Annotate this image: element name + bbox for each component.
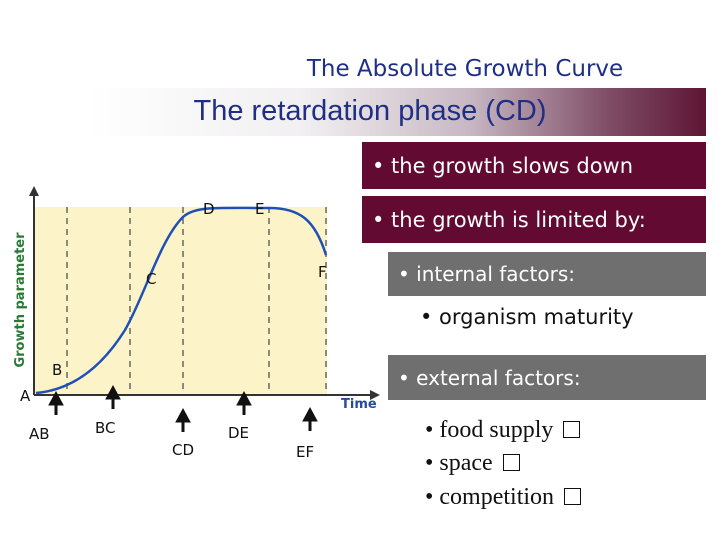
checkbox-square-icon	[564, 488, 582, 505]
point-label-d: D	[203, 200, 215, 218]
subtitle-band	[88, 88, 706, 136]
bullet-growth-limited-text: • the growth is limited by:	[372, 207, 646, 232]
checkbox-square-icon	[502, 454, 520, 471]
phase-label-bc: BC	[95, 419, 116, 437]
phase-label-cd: CD	[172, 441, 194, 459]
bullet-organism-maturity: • organism maturity	[420, 305, 634, 329]
bullet-space: • space	[425, 450, 520, 477]
phase-label-ab: AB	[29, 425, 50, 443]
bullet-internal-factors: • internal factors:	[388, 252, 706, 296]
phase-dividers	[66, 207, 327, 395]
point-label-a: A	[20, 387, 31, 405]
bullet-food-supply: • food supply	[425, 417, 581, 444]
phase-arrows	[48, 384, 318, 432]
bullet-internal-factors-text: • internal factors:	[398, 262, 576, 286]
phase-label-de: DE	[228, 424, 249, 442]
phase-label-ef: EF	[296, 443, 314, 461]
slide-title: The Absolute Growth Curve	[306, 56, 624, 82]
x-axis-label: Time	[341, 397, 377, 412]
point-label-c: C	[146, 270, 156, 288]
y-axis-arrow	[29, 186, 39, 196]
point-label-e: E	[255, 200, 264, 218]
growth-curve	[35, 206, 328, 395]
y-axis-label: Growth parameter	[13, 232, 28, 368]
chart-area	[34, 207, 327, 395]
slide-subtitle: The retardation phase (CD)	[193, 95, 547, 127]
checkbox-square-icon	[563, 421, 581, 438]
point-label-b: B	[52, 361, 62, 379]
x-axis-arrow	[370, 390, 380, 400]
bullet-growth-slows: • the growth slows down	[362, 142, 706, 189]
bullet-space-text: • space	[425, 450, 493, 476]
bullet-growth-slows-text: • the growth slows down	[372, 153, 634, 178]
bullet-external-factors: • external factors:	[388, 355, 706, 400]
bullet-food-supply-text: • food supply	[425, 417, 554, 443]
bullet-competition-text: • competition	[425, 484, 555, 510]
bullet-external-factors-text: • external factors:	[398, 365, 581, 390]
bullet-competition: • competition	[425, 484, 582, 511]
point-label-f: F	[318, 263, 327, 281]
bullet-growth-limited: • the growth is limited by:	[362, 196, 706, 243]
